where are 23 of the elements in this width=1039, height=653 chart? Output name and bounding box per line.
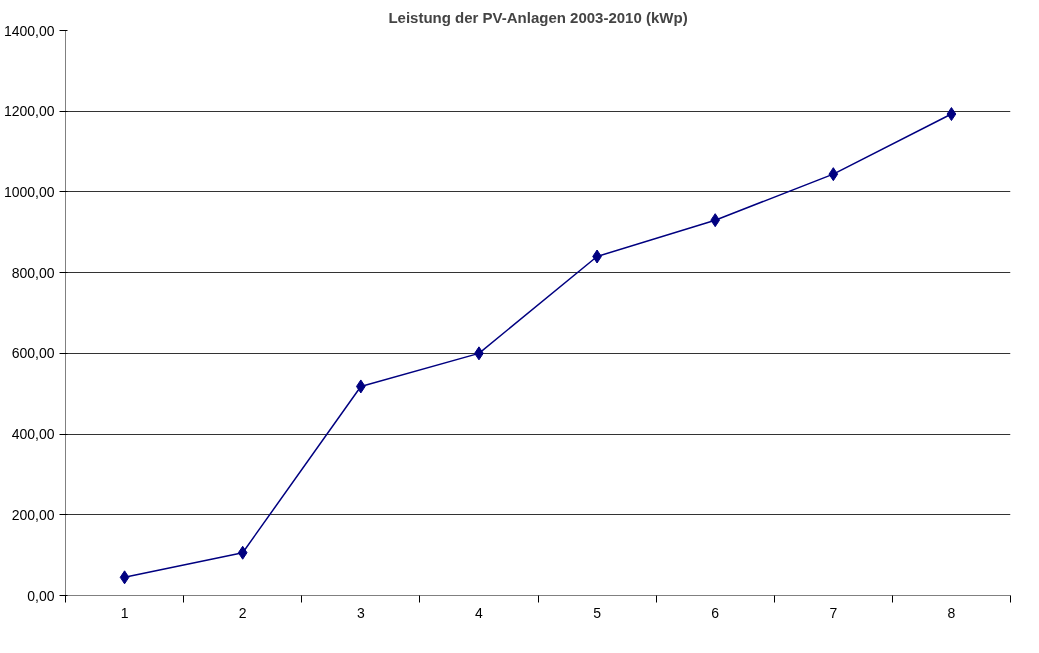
y-tick-label: 0,00	[27, 587, 55, 604]
point	[946, 107, 957, 122]
x-tick-label: 3	[356, 604, 365, 621]
x-tick-label: 4	[475, 604, 484, 621]
point	[355, 379, 366, 394]
x-tick-label: 1	[120, 604, 129, 621]
point	[710, 213, 721, 228]
y-tick-label: 600,00	[11, 345, 55, 362]
point	[828, 167, 839, 182]
y-tick-label: 400,00	[11, 426, 55, 443]
chart-title: Leistung der PV-Anlagen 2003-2010 (kWp)	[388, 8, 688, 26]
x-tick-label: 6	[711, 604, 720, 621]
y-tick-label: 1400,00	[3, 22, 55, 39]
point	[237, 545, 248, 560]
y-tick-label: 200,00	[11, 506, 55, 523]
y-tick-label: 800,00	[11, 264, 55, 281]
y-tick-label: 1000,00	[3, 183, 55, 200]
x-tick-label: 8	[947, 604, 956, 621]
x-tick-label: 5	[593, 604, 602, 621]
x-tick-label: 2	[238, 604, 247, 621]
point	[119, 570, 130, 585]
x-tick-label: 7	[829, 604, 838, 621]
y-tick-label: 1200,00	[3, 103, 55, 120]
